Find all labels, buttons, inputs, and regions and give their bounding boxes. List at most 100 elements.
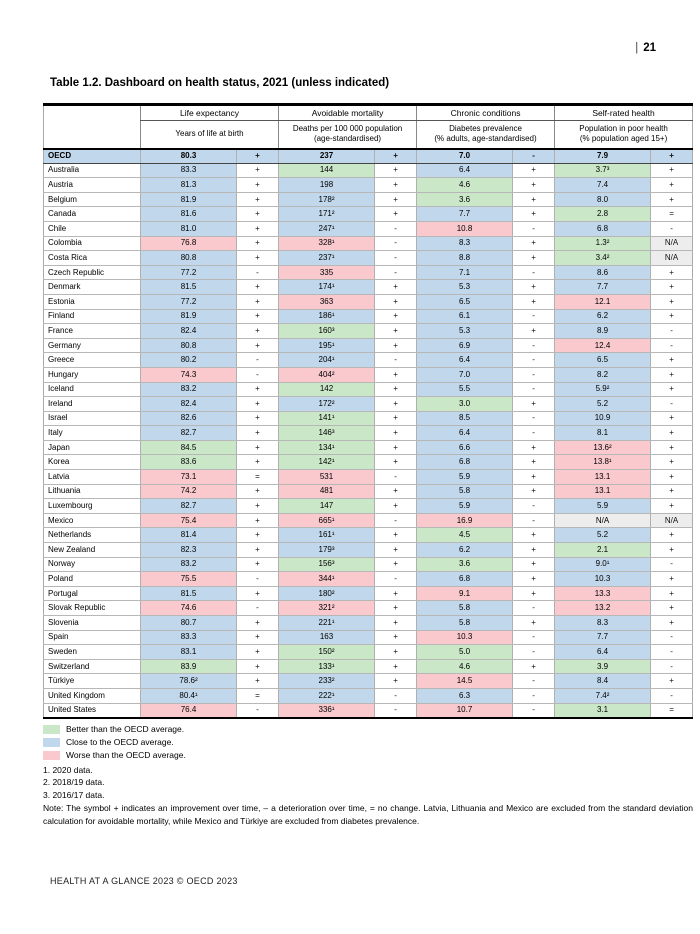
value-cell: 5.9 — [554, 498, 651, 514]
country-cell: OECD — [43, 148, 141, 164]
trend-cell: + — [235, 673, 279, 689]
trend-cell: + — [235, 527, 279, 544]
value-cell: 77.2 — [140, 265, 237, 281]
report-footer: HEALTH AT A GLANCE 2023 © OECD 2023 — [50, 876, 238, 886]
value-cell: 8.6 — [554, 265, 651, 281]
trend-cell: + — [650, 163, 693, 179]
trend-cell: + — [374, 367, 417, 383]
value-cell: 13.8¹ — [554, 454, 651, 471]
header-life-expectancy: Life expectancy — [139, 104, 279, 121]
value-cell: 5.8 — [416, 600, 513, 616]
trend-cell: + — [512, 250, 555, 266]
trend-cell: - — [650, 221, 693, 237]
trend-cell: + — [374, 411, 417, 427]
value-cell: 1.3² — [554, 236, 651, 252]
value-cell: 179³ — [278, 542, 375, 558]
trend-cell: + — [235, 338, 279, 354]
value-cell: 237 — [278, 148, 375, 164]
trend-cell: + — [512, 586, 555, 602]
value-cell: 8.0 — [554, 192, 651, 208]
table-row: Italy 82.7 +146³ +6.4-8.1 + — [43, 425, 693, 441]
value-cell: 10.7 — [416, 703, 513, 719]
value-cell: 6.4 — [416, 425, 513, 441]
country-cell: Netherlands — [43, 527, 141, 544]
value-cell: 6.5 — [554, 352, 651, 368]
value-cell: 12.4 — [554, 338, 651, 354]
trend-cell: + — [650, 352, 693, 368]
value-cell: 4.6 — [416, 659, 513, 675]
subheader-spacer — [44, 121, 141, 149]
table-row: Israel 82.6 +141¹ +8.5-10.9 + — [43, 411, 693, 427]
trend-cell: + — [374, 177, 417, 193]
trend-cell: + — [650, 367, 693, 383]
country-cell: Hungary — [43, 367, 141, 383]
trend-cell: + — [650, 309, 693, 325]
table-row: Netherlands 81.4 +161¹ +4.5 +5.2 + — [43, 527, 693, 544]
value-cell: 7.7 — [554, 279, 651, 295]
trend-cell: + — [235, 557, 279, 573]
value-cell: 10.9 — [554, 411, 651, 427]
table-row: France 82.4 +160³ +5.3 +8.9- — [43, 323, 693, 339]
value-cell: 7.7 — [554, 630, 651, 646]
value-cell: 5.3 — [416, 279, 513, 295]
country-cell: Denmark — [43, 279, 141, 295]
table-row: Slovak Republic 74.6-321² +5.8-13.2 + — [43, 600, 693, 616]
value-cell: 186¹ — [278, 309, 375, 325]
value-cell: 80.4¹ — [140, 688, 237, 704]
trend-cell: + — [512, 279, 555, 295]
value-cell: 5.8 — [416, 615, 513, 631]
value-cell: 81.4 — [140, 527, 237, 544]
value-cell: 3.7³ — [554, 163, 651, 179]
value-cell: 82.4 — [140, 323, 237, 339]
value-cell: 247¹ — [278, 221, 375, 237]
country-cell: Japan — [43, 440, 141, 456]
trend-cell: + — [512, 542, 555, 558]
trend-cell: + — [235, 221, 279, 237]
trend-cell: = — [650, 703, 693, 719]
trend-cell: + — [650, 615, 693, 631]
value-cell: 2.8 — [554, 206, 651, 222]
trend-cell: - — [512, 688, 555, 704]
value-cell: 82.7 — [140, 425, 237, 441]
value-cell: 82.6 — [140, 411, 237, 427]
value-cell: 328¹ — [278, 236, 375, 252]
value-cell: 3.1 — [554, 703, 651, 719]
country-cell: Korea — [43, 454, 141, 471]
value-cell: 321² — [278, 600, 375, 616]
trend-cell: + — [374, 454, 417, 471]
trend-cell: - — [650, 644, 693, 660]
page-number-separator: | — [635, 42, 639, 54]
subheader-self-rated-health: Population in poor health (% population … — [554, 120, 693, 149]
value-cell: 141¹ — [278, 411, 375, 427]
trend-cell: + — [374, 163, 417, 179]
trend-cell: - — [512, 630, 555, 646]
table-container: Life expectancy Avoidable mortality Chro… — [43, 103, 694, 828]
value-cell: 81.5 — [140, 586, 237, 602]
value-cell: 6.2 — [554, 309, 651, 325]
value-cell: 150² — [278, 644, 375, 660]
value-cell: 7.7 — [416, 206, 513, 222]
trend-cell: + — [374, 673, 417, 689]
country-cell: Costa Rica — [43, 250, 141, 266]
legend-item: Worse than the OECD average. — [43, 749, 693, 762]
trend-cell: N/A — [650, 250, 693, 266]
value-cell: 481 — [278, 484, 375, 500]
value-cell: 198 — [278, 177, 375, 193]
trend-cell: + — [512, 192, 555, 208]
trend-cell: - — [650, 338, 693, 354]
value-cell: 6.4 — [416, 352, 513, 368]
value-cell: 172² — [278, 396, 375, 412]
trend-cell: - — [235, 265, 279, 281]
header-chronic-conditions: Chronic conditions — [416, 104, 555, 121]
trend-cell: + — [235, 615, 279, 631]
country-cell: Austria — [43, 177, 141, 193]
legend-swatch-worse — [43, 750, 60, 760]
trend-cell: - — [374, 688, 417, 704]
value-cell: 83.2 — [140, 382, 237, 398]
table-row: Denmark 81.5 +174¹ +5.3 +7.7 + — [43, 279, 693, 295]
country-cell: Lithuania — [43, 484, 141, 500]
trend-cell: + — [235, 206, 279, 222]
legend-label: Better than the OECD average. — [66, 724, 185, 735]
value-cell: 7.4² — [554, 688, 651, 704]
